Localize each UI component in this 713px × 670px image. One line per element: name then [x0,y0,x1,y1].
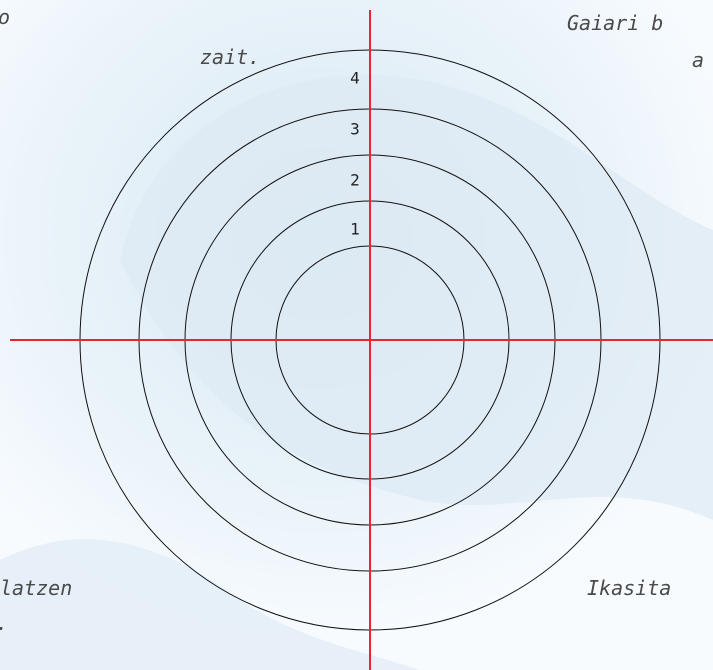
ring-label: 3 [350,120,360,139]
corner-text: . [0,611,8,635]
page: 1 2 3 4 o zait. Gaiari b a latzen . Ikas… [0,0,713,670]
corner-text: o [0,5,10,29]
corner-text: Ikasita [587,576,671,600]
corner-text: Gaiari b [567,11,663,35]
corner-text: zait. [200,45,260,69]
ring-label: 2 [350,171,360,190]
ring-label: 4 [350,69,360,88]
corner-text: latzen [0,576,72,600]
ring-label: 1 [350,220,360,239]
diagram: 1 2 3 4 o zait. Gaiari b a latzen . Ikas… [0,0,713,670]
corner-text: a [692,48,704,72]
